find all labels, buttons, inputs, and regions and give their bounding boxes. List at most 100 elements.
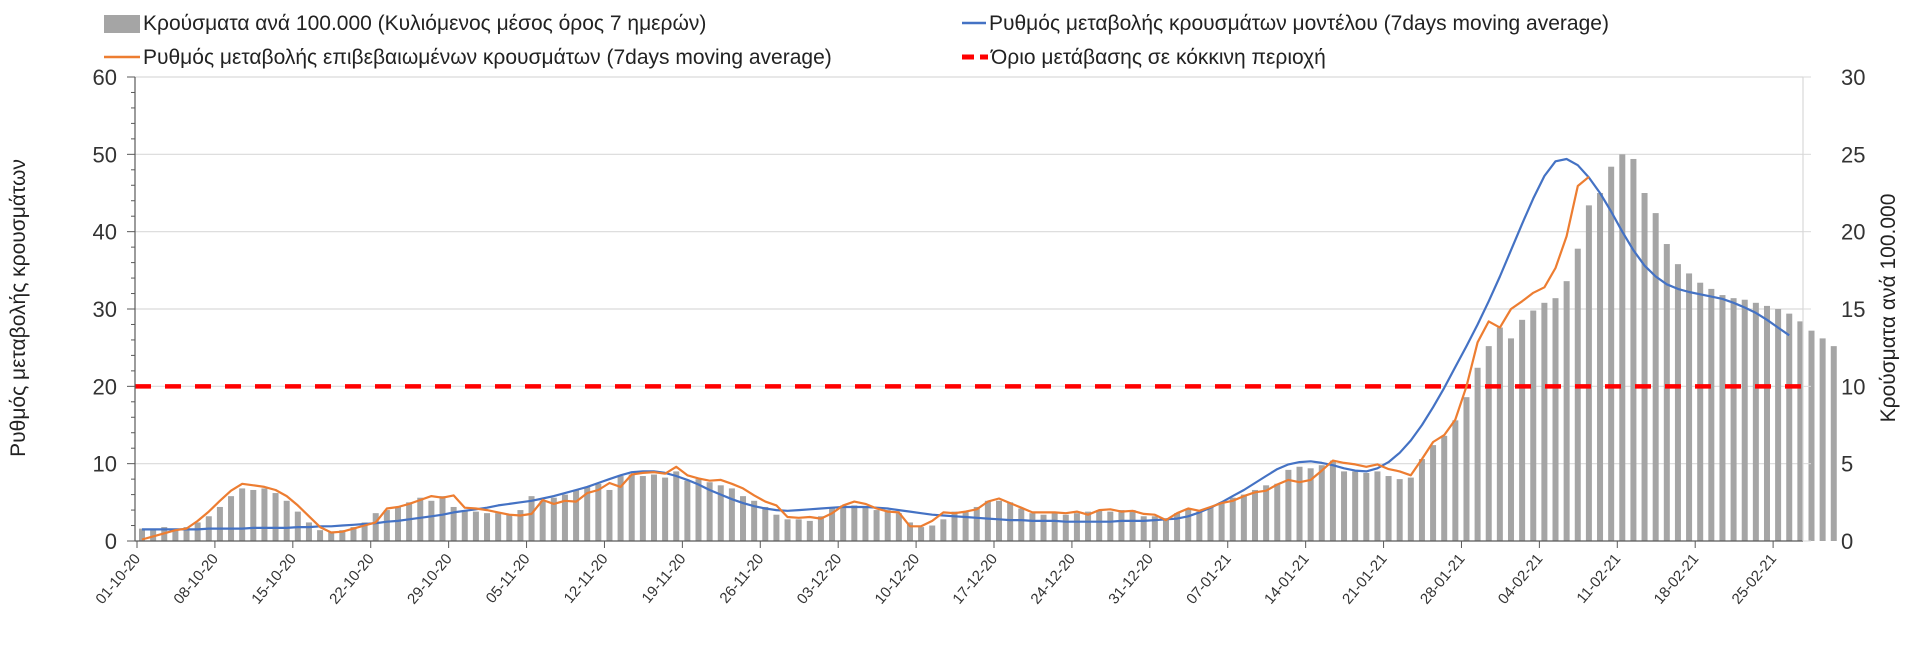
legend-label-threshold: Όριο μετάβασης σε κόκκινη περιοχή [990, 46, 1326, 69]
bar [762, 506, 769, 541]
bar [1129, 510, 1136, 541]
bar [1641, 193, 1648, 541]
x-tick-label: 11-02-21 [1573, 551, 1624, 607]
bar [806, 520, 813, 541]
bar [1686, 273, 1693, 541]
model-rate-line [142, 157, 1790, 531]
bar-series [139, 154, 1837, 542]
bar [528, 496, 535, 541]
bar [1285, 469, 1292, 541]
bar [1619, 154, 1626, 542]
y-tick-label-left: 30 [93, 297, 117, 322]
bar [317, 530, 324, 541]
bar [1329, 460, 1336, 541]
y-tick-label-left: 20 [93, 374, 117, 399]
x-tick-label: 19-11-20 [639, 551, 690, 607]
bar [1819, 338, 1826, 541]
bar [1430, 445, 1437, 541]
y-tick-label-right: 25 [1841, 142, 1865, 167]
bar [817, 516, 824, 541]
bar [1708, 288, 1715, 541]
y-tick-label-right: 15 [1841, 297, 1865, 322]
bar [1608, 166, 1615, 541]
bar [973, 506, 980, 541]
bar [740, 496, 747, 541]
bar [1719, 295, 1726, 541]
bar [1018, 508, 1025, 541]
bar [1763, 305, 1770, 541]
y-axis-right-ticks: 0 5 10 15 20 25 30 [1803, 65, 1865, 554]
x-tick-label: 12-11-20 [561, 551, 612, 607]
line-series [135, 157, 1803, 541]
bar [962, 511, 969, 541]
bar [539, 500, 546, 541]
bar [1107, 511, 1114, 541]
bar [584, 486, 591, 541]
bar [1318, 465, 1325, 541]
confirmed-rate-line [141, 175, 1590, 541]
bar [884, 510, 891, 541]
y-tick-label-left: 0 [105, 529, 117, 554]
bar [239, 488, 246, 541]
bar [996, 500, 1003, 541]
bar [1029, 513, 1036, 541]
x-tick-label: 14-01-21 [1261, 551, 1313, 608]
bar [1485, 346, 1492, 541]
bar [1185, 508, 1192, 541]
bar [1563, 281, 1570, 541]
bar [1196, 511, 1203, 541]
x-tick-label: 22-10-20 [326, 551, 378, 608]
bar [873, 510, 880, 541]
bar [1352, 471, 1359, 541]
bar [1830, 346, 1837, 541]
bar [428, 500, 435, 541]
bar [350, 527, 357, 541]
bar [495, 513, 502, 541]
bar [1797, 321, 1804, 541]
bar [1519, 319, 1526, 541]
bar [684, 480, 691, 541]
bar [305, 522, 312, 541]
bar [1407, 477, 1414, 541]
bar [895, 513, 902, 541]
bar [1385, 476, 1392, 541]
bar [1697, 282, 1704, 541]
bar [272, 493, 279, 541]
bar [951, 511, 958, 541]
legend-label-blue: Ρυθμός μεταβολής κρουσμάτων μοντέλου (7d… [989, 12, 1609, 35]
bar [550, 497, 557, 541]
bar [1752, 302, 1759, 541]
bar [506, 514, 513, 541]
bar [1541, 302, 1548, 541]
x-tick-label: 29-10-20 [404, 551, 456, 608]
bar [261, 488, 268, 541]
bar [639, 476, 646, 541]
bar [172, 528, 179, 541]
bar [1363, 472, 1370, 541]
bar [1730, 298, 1737, 541]
bar [929, 525, 936, 541]
x-tick-label: 31-12-20 [1105, 551, 1157, 608]
bar [573, 489, 580, 541]
bar [1786, 313, 1793, 541]
bar [840, 505, 847, 541]
bar [1218, 502, 1225, 541]
bar [1307, 468, 1314, 541]
bar [795, 519, 802, 541]
bar [918, 527, 925, 541]
bar [784, 519, 791, 541]
bar [717, 485, 724, 541]
bar [1585, 205, 1592, 541]
bar [1096, 510, 1103, 541]
bar [1118, 510, 1125, 541]
bar [1674, 264, 1681, 541]
bar [361, 522, 368, 541]
bar [1062, 514, 1069, 541]
bar [829, 508, 836, 541]
y-tick-label-left: 10 [93, 452, 117, 477]
bar [1452, 420, 1459, 541]
bar [773, 514, 780, 541]
bar [1463, 397, 1470, 541]
x-tick-label: 21-01-21 [1339, 551, 1391, 608]
